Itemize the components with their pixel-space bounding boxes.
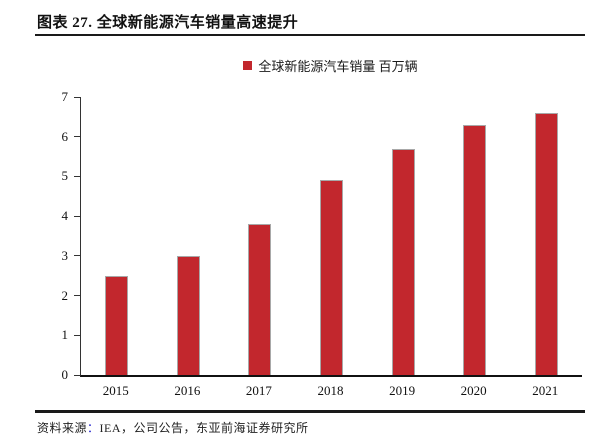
x-axis-label: 2021: [532, 383, 559, 398]
y-axis-tick: [74, 374, 80, 376]
y-axis-tick: [74, 136, 80, 138]
legend-swatch-icon: [243, 61, 253, 70]
y-axis-label: 4: [61, 208, 69, 224]
bar: [463, 124, 487, 375]
bar: [248, 224, 272, 375]
x-axis-label: 2018: [317, 383, 344, 398]
bar: [176, 255, 200, 375]
legend-label: 全球新能源汽车销量 百万辆: [258, 59, 418, 74]
y-axis-tick: [74, 255, 80, 257]
y-axis-label: 6: [61, 128, 69, 144]
y-axis-label: 7: [61, 89, 69, 104]
y-axis-tick: [74, 175, 80, 177]
footer-divider: [35, 410, 585, 413]
bar: [320, 180, 343, 375]
y-axis-label: 0: [61, 367, 69, 382]
source-label: 资料来源: [37, 421, 88, 435]
y-axis-label: 2: [61, 287, 69, 303]
y-axis-label: 5: [61, 168, 69, 184]
y-axis-tick: [74, 334, 80, 336]
source-colon: ：: [87, 421, 100, 435]
x-axis-label: 2016: [174, 383, 201, 398]
bar: [105, 275, 129, 375]
title-divider: [35, 34, 585, 36]
x-axis-label: 2020: [460, 383, 487, 398]
chart-legend: 全球新能源汽车销量 百万辆: [80, 56, 581, 75]
x-axis-label: 2019: [389, 383, 416, 398]
bar: [534, 112, 558, 375]
y-axis-label: 3: [61, 247, 69, 263]
plot-area: [74, 96, 582, 377]
source-text: IEA，公司公告，东亚前海证券研究所: [99, 421, 309, 435]
y-axis-tick: [74, 215, 80, 217]
y-axis-label: 1: [61, 327, 69, 343]
y-axis-tick: [74, 295, 80, 297]
y-axis-tick: [74, 96, 80, 98]
x-axis-label: 2015: [102, 383, 129, 398]
x-axis-label: 2017: [245, 383, 272, 398]
chart-title: 图表 27. 全球新能源汽车销量高速提升: [37, 15, 299, 31]
bar: [391, 148, 415, 375]
source-note: 资料来源：IEA，公司公告，东亚前海证券研究所: [37, 419, 309, 436]
